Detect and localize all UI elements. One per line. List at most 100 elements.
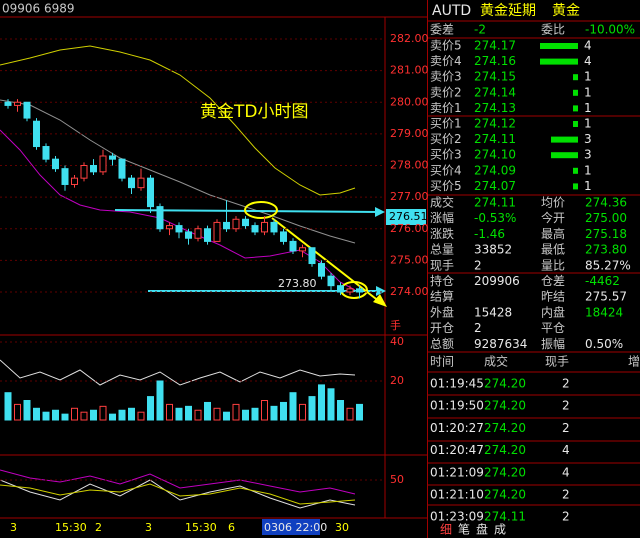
volume-bar [573,74,578,81]
x-tick-label: 15:30 [55,521,87,534]
candle-body [14,101,21,106]
volume-bar [232,403,240,421]
stat-label: 外盘 [430,304,454,319]
candle-body [99,155,107,173]
trade-cell: 274.11 [484,510,526,524]
trade-cell: 01:19:50 [430,399,484,413]
volume-bar [4,392,12,421]
stat-label: 最高 [541,226,565,241]
volume-bar [109,413,116,421]
book-volume: 3 [584,148,592,162]
y-tick-label: 279.00 [390,127,429,140]
stat-label: 成交 [430,195,454,210]
stat-label: 最低 [541,243,565,257]
trade-cell: 274.20 [484,488,526,502]
stat-value: 15428 [474,305,512,319]
annotation: 276.51 [389,210,428,223]
x-tick-label: 2 [95,521,102,534]
trade-cell: 01:21:10 [430,488,484,502]
stat-value: 昨结 [541,290,565,304]
book-price: 274.17 [474,39,516,53]
stat-label: 仓差 [541,274,565,288]
stat-value: -4462 [585,274,620,288]
y-tick-label: 276.00 [390,222,429,235]
volume-bar [156,380,164,421]
y-tick-label: 274.00 [390,285,429,298]
volume-bar [299,403,306,421]
volume-bar [52,409,59,421]
candle-body [280,231,287,242]
book-volume: 1 [584,179,592,193]
stat-label: 总额 [430,337,454,351]
volume-bar [337,400,344,421]
volume-bar [118,409,126,421]
stat-value: 18424 [585,305,623,319]
book-label: 卖价4 [430,54,462,68]
candle-body [308,247,316,265]
stat-value: 2 [474,321,482,335]
volume-bar [551,136,578,143]
candle-body [318,263,325,277]
volume-bar [573,105,578,112]
stat-label: 总量 [430,243,454,257]
candle-body [80,165,88,179]
candle-body [147,177,154,208]
tab[interactable]: 细 [440,523,452,537]
volume-bar [204,401,211,421]
symbol: AUTD [432,3,471,19]
book-volume: 1 [584,70,592,84]
tab[interactable]: 成 [494,523,506,537]
candle-body [223,221,230,230]
stat-label: 涨跌 [430,226,454,241]
volume-bar [261,400,268,421]
stat-label: 持仓 [430,273,454,288]
book-volume: 1 [584,85,592,99]
volume-bar [80,411,88,421]
book-label: 买价1 [430,117,462,131]
volume-bar [270,405,278,421]
volume-bar [308,396,316,421]
book-price: 274.12 [474,117,516,131]
price-marker-box [386,209,426,225]
book-volume: 4 [584,54,592,68]
book-label: 卖价5 [430,39,462,53]
stat-value: 274.36 [585,196,627,210]
x-tick-label: 30 [335,521,349,534]
trade-cell: 274.20 [484,465,526,479]
label: 委差 [430,23,454,37]
upper-band [0,45,356,196]
trade-cell: 274.20 [484,377,526,391]
candle-body [52,158,59,170]
trade-cell: 01:21:09 [430,465,484,479]
tab[interactable]: 盘 [476,522,488,537]
stat-value: 2 [474,258,482,272]
trade-cell: 01:23:09 [430,510,484,524]
stat-label: 内盘 [541,304,565,319]
candle-body [289,240,297,252]
y-tick-label: 280.00 [390,95,429,108]
book-label: 卖价1 [430,101,462,115]
y-tick-label: 20 [390,374,404,387]
candle-body [33,120,40,148]
book-label: 买价2 [430,132,462,146]
trade-cell: 274.20 [484,399,526,413]
y-tick-label: 50 [390,473,404,486]
tab[interactable]: 笔 [458,522,470,537]
candle-body [356,288,363,293]
stat-value: 275.00 [585,211,627,225]
volume-unit: 手 [390,318,401,332]
indicator-lines [0,359,356,509]
volume-bar [540,58,578,65]
x-tick-label: 3 [145,521,152,534]
stat-value: 85.27% [585,258,631,272]
book-price: 274.11 [474,132,516,146]
volume-bar [242,409,249,421]
volume-bar [61,413,69,421]
y-tick-label: 281.00 [390,64,429,77]
stat-value: -1.46 [474,227,505,241]
candle-body [251,225,259,233]
candle-body [61,168,69,185]
stat-label: 今开 [541,210,565,225]
volume-bar [23,400,31,421]
